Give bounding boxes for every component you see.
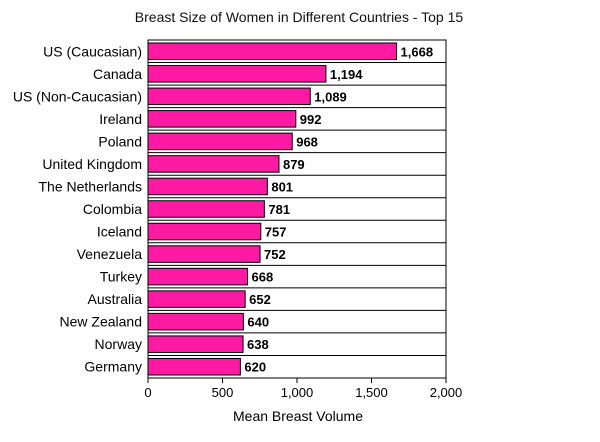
category-label: Norway bbox=[95, 336, 142, 352]
data-label: 1,668 bbox=[401, 44, 434, 59]
bar bbox=[147, 65, 327, 83]
data-label: 1,194 bbox=[330, 67, 363, 82]
bar bbox=[147, 312, 244, 331]
bar bbox=[147, 290, 246, 308]
x-axis-title: Mean Breast Volume bbox=[233, 408, 363, 424]
bar bbox=[147, 357, 241, 376]
data-label: 752 bbox=[264, 247, 286, 262]
bar bbox=[147, 245, 261, 263]
data-label: 638 bbox=[247, 337, 269, 352]
category-label: Poland bbox=[98, 133, 142, 149]
data-label: 757 bbox=[265, 225, 287, 240]
bar bbox=[147, 110, 297, 128]
x-tick-label: 1,500 bbox=[355, 385, 388, 400]
data-label: 652 bbox=[249, 292, 271, 307]
category-label: New Zealand bbox=[60, 314, 143, 330]
category-label: The Netherlands bbox=[38, 178, 142, 194]
category-label: Turkey bbox=[100, 269, 142, 285]
bar bbox=[147, 267, 249, 286]
category-label: Colombia bbox=[83, 201, 142, 217]
category-label: Canada bbox=[93, 66, 142, 82]
data-label: 781 bbox=[268, 202, 290, 217]
category-label: US (Non-Caucasian) bbox=[13, 88, 142, 104]
data-label: 640 bbox=[247, 315, 269, 330]
bar bbox=[147, 335, 244, 353]
x-tick-label: 500 bbox=[212, 385, 234, 400]
data-label: 620 bbox=[244, 360, 266, 375]
bar bbox=[147, 155, 280, 173]
x-tick-label: 0 bbox=[144, 385, 151, 400]
data-label: 992 bbox=[300, 112, 322, 127]
bar bbox=[147, 132, 293, 151]
data-label: 968 bbox=[296, 134, 318, 149]
category-label: United Kingdom bbox=[42, 156, 142, 172]
data-label: 1,089 bbox=[314, 89, 347, 104]
bar bbox=[147, 42, 398, 61]
category-label: Australia bbox=[88, 291, 143, 307]
bar bbox=[147, 177, 268, 196]
category-label: US (Caucasian) bbox=[43, 43, 142, 59]
plot-area: US (Caucasian) 1,668 Canada 1,194 US (Non-Ca… bbox=[13, 39, 463, 400]
data-label: 801 bbox=[271, 179, 293, 194]
data-label: 668 bbox=[252, 270, 274, 285]
category-label: Venezuela bbox=[77, 246, 143, 262]
category-label: Germany bbox=[84, 359, 142, 375]
category-label: Ireland bbox=[99, 111, 142, 127]
x-tick-label: 2,000 bbox=[430, 385, 463, 400]
bar bbox=[147, 222, 262, 241]
bar bbox=[147, 87, 311, 106]
chart-title: Breast Size of Women in Different Countr… bbox=[135, 9, 464, 25]
bar bbox=[147, 200, 265, 218]
data-label: 879 bbox=[283, 157, 305, 172]
x-tick-label: 1,000 bbox=[281, 385, 314, 400]
category-label: Iceland bbox=[97, 224, 142, 240]
